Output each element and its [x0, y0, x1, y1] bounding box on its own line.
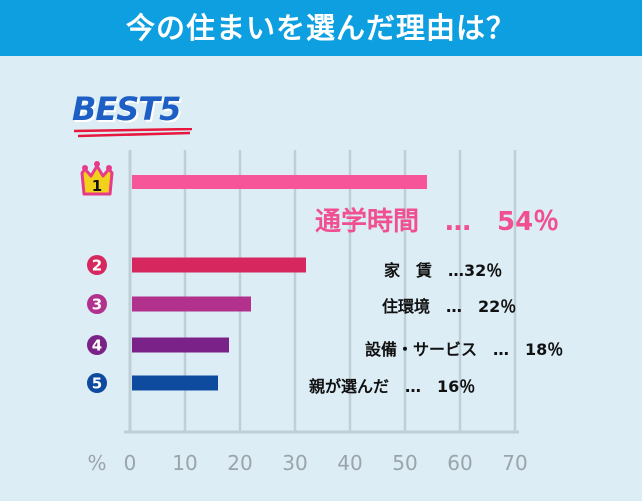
x-tick-label-30: 30 [282, 451, 307, 475]
bar-label-2: 家 賃 …32％ [384, 261, 503, 280]
bar-label-3: 住環境 … 22％ [382, 297, 517, 316]
rank-3-badge [87, 294, 107, 314]
bar-label-1: 通学時間 … 54％ [315, 207, 560, 237]
x-tick-label-70: 70 [502, 451, 527, 475]
x-tick-label-40: 40 [337, 451, 362, 475]
best5-underline [74, 128, 193, 138]
best5-badge: BEST5 [72, 90, 181, 128]
rank-5-number: 5 [92, 375, 102, 393]
rank-3-number: 3 [92, 296, 102, 314]
x-tick-label-10: 10 [172, 451, 197, 475]
bar-4 [132, 337, 229, 353]
chart-bars [132, 175, 427, 391]
bar-3 [132, 296, 251, 312]
chart-axes [124, 150, 519, 434]
x-tick-label-20: 20 [227, 451, 252, 475]
bar-2 [132, 257, 306, 273]
rank-1-number: 1 [92, 177, 102, 195]
rank-4-badge [87, 335, 107, 355]
crown-icon: 1 [80, 161, 114, 196]
x-axis-unit: % [87, 451, 106, 475]
chart-tick-labels: 0 10 20 30 40 50 60 70% [87, 451, 527, 475]
rank-2-badge [87, 255, 107, 275]
x-tick-label-60: 60 [447, 451, 472, 475]
x-tick-label-0: 0 [124, 451, 137, 475]
rank-4-number: 4 [92, 337, 102, 355]
rank-5-badge [87, 373, 107, 393]
chart-grid [183, 150, 517, 432]
bar-label-5: 親が選んだ … 16％ [309, 377, 476, 396]
bar-1 [132, 175, 427, 189]
rank-2-number: 2 [92, 257, 102, 275]
bar-label-4: 設備・サービス … 18％ [365, 340, 564, 359]
chart-ranks: 1 2 3 4 5 [80, 161, 114, 393]
page-title: 今の住まいを選んだ理由は？ [0, 0, 642, 56]
x-tick-label-50: 50 [392, 451, 417, 475]
bar-5 [132, 375, 218, 391]
